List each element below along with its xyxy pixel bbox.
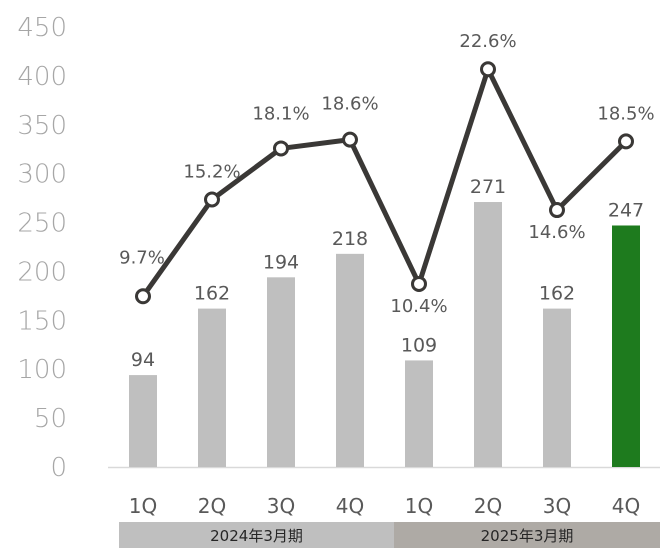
line-point-marker [618,133,634,150]
bar [543,308,571,467]
x-tick-label: 4Q [612,494,640,518]
fiscal-year-band [119,522,394,548]
x-axis: 1Q 2Q 3Q 4Q 1Q 2Q 3Q 4Q [129,494,640,518]
y-tick-label: 100 [17,355,67,385]
line-point-marker [135,288,151,305]
bar [612,225,640,467]
bar [336,253,364,467]
y-tick-label: 300 [17,160,67,190]
margin-line [140,66,628,298]
line-point-marker [273,140,289,157]
bar [405,360,433,467]
line-value-label: 10.4% [390,296,447,317]
bar [198,308,226,467]
x-tick-label: 3Q [267,494,295,518]
bar [267,277,295,467]
bar [129,375,157,467]
x-tick-label: 1Q [405,494,433,518]
bar-value-label: 194 [263,251,299,273]
y-tick-label: 250 [17,209,67,239]
line-point-marker [342,131,358,148]
line-value-label: 18.5% [597,103,654,124]
fiscal-year-band [394,522,660,548]
line-point-marker [480,61,496,78]
x-tick-label: 2Q [474,494,502,518]
y-tick-label: 450 [17,13,67,43]
fiscal-year-label: 2024年3月期 [210,527,303,545]
bars: 94 162 194 218 109 271 162 247 [129,176,644,467]
line-value-label: 22.6% [459,31,516,52]
x-tick-label: 4Q [336,494,364,518]
line-value-label: 9.7% [119,247,165,268]
bar-value-label: 94 [131,349,155,371]
y-tick-label: 200 [17,257,67,287]
bar [474,202,502,467]
margin-line-series: 9.7% 15.2% 18.1% 18.6% 10.4% 22.6% 14.6% 18.5% [119,31,654,317]
bar-value-label: 162 [539,283,575,305]
line-value-label: 14.6% [528,222,585,243]
bar-value-label: 218 [332,228,368,250]
line-point-marker [549,202,565,219]
line-value-label: 18.6% [321,94,378,115]
x-tick-label: 3Q [543,494,571,518]
line-value-label: 15.2% [183,161,240,182]
bar-value-label: 109 [401,334,437,356]
bar-value-label: 247 [608,199,644,221]
fiscal-year-bands: 2024年3月期 2025年3月期 [119,522,660,548]
y-tick-label: 150 [17,306,67,336]
x-tick-label: 2Q [198,494,226,518]
y-tick-label: 0 [50,453,67,483]
y-axis: 0 50 100 150 200 250 300 350 400 450 [17,13,67,483]
line-value-label: 18.1% [252,103,309,124]
x-tick-label: 1Q [129,494,157,518]
y-tick-label: 50 [34,404,67,434]
line-point-marker [411,275,427,292]
line-point-marker [204,191,220,208]
bar-value-label: 271 [470,176,506,198]
y-tick-label: 350 [17,111,67,141]
fiscal-year-label: 2025年3月期 [481,527,574,545]
bar-value-label: 162 [194,283,230,305]
y-tick-label: 400 [17,62,67,92]
